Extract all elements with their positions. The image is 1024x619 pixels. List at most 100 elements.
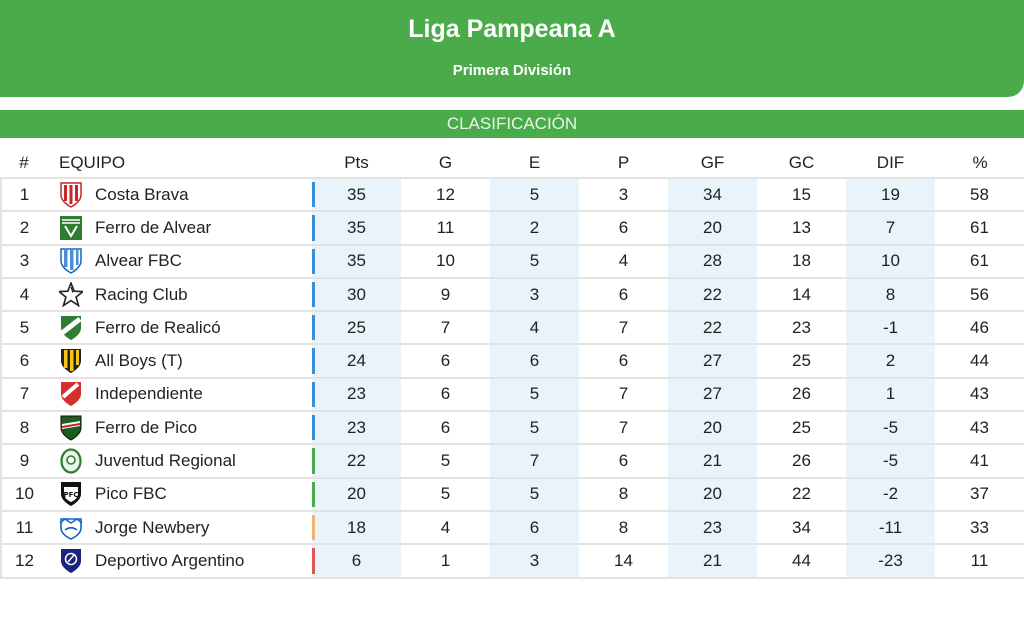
pct-cell: 61 [935, 210, 1024, 245]
pct-cell: 43 [935, 376, 1024, 412]
table-row[interactable]: 11 Jorge Newbery 18 4 6 8 23 34 -11 33 [0, 509, 1024, 545]
gc-cell: 15 [757, 176, 846, 212]
dif-cell: -23 [846, 543, 935, 579]
p-cell: 14 [579, 543, 668, 579]
gc-cell: 22 [757, 476, 846, 511]
col-header-g[interactable]: G [438, 152, 453, 172]
gc-cell: 26 [757, 376, 846, 412]
table-row[interactable]: 9 Juventud Regional 22 5 7 6 21 26 -5 41 [0, 443, 1024, 478]
g-cell: 5 [401, 476, 490, 511]
table-row[interactable]: 2 Ferro de Alvear 35 11 2 6 20 13 7 61 [0, 210, 1024, 245]
pts-value: 23 [347, 384, 366, 404]
table-row[interactable]: 7 Independiente 23 6 5 7 27 26 1 43 [0, 376, 1024, 412]
table-row[interactable]: 4 Racing Club 30 9 3 6 22 14 8 56 [0, 276, 1024, 312]
g-cell: 12 [401, 176, 490, 212]
pts-value: 35 [347, 184, 366, 204]
gc-cell: 25 [757, 410, 846, 445]
team-name[interactable]: Ferro de Realicó [95, 317, 221, 337]
table-row[interactable]: 8 Ferro de Pico 23 6 5 7 20 25 -5 43 [0, 410, 1024, 445]
col-header-pts[interactable]: Pts [344, 152, 369, 172]
table-row[interactable]: 3 Alvear FBC 35 10 5 4 28 18 10 61 [0, 243, 1024, 278]
team-name[interactable]: Costa Brava [95, 184, 189, 204]
team-cell[interactable]: Alvear FBC [47, 243, 312, 278]
table-row[interactable]: 1 Costa Brava 35 12 5 3 34 15 19 58 [0, 176, 1024, 212]
col-header-e[interactable]: E [528, 152, 541, 172]
deportivo-argentino-crest-icon [59, 548, 83, 574]
table-row[interactable]: 10 PFC Pico FBC 20 5 5 8 20 22 -2 37 [0, 476, 1024, 511]
team-name[interactable]: Jorge Newbery [95, 517, 210, 537]
team-cell[interactable]: Juventud Regional [47, 443, 312, 478]
col-header-gf[interactable]: GF [700, 152, 725, 172]
team-name[interactable]: Ferro de Pico [95, 417, 198, 437]
zone-indicator [312, 381, 315, 408]
team-cell[interactable]: Costa Brava [47, 176, 312, 212]
team-name[interactable]: Alvear FBC [95, 251, 182, 271]
e-cell: 7 [490, 443, 579, 478]
pts-cell: 35 [312, 210, 401, 245]
team-cell[interactable]: Jorge Newbery [47, 509, 312, 545]
g-cell: 6 [401, 410, 490, 445]
team-cell[interactable]: Ferro de Pico [47, 410, 312, 445]
team-name[interactable]: All Boys (T) [95, 351, 183, 371]
team-name[interactable]: Ferro de Alvear [95, 217, 212, 237]
pts-cell: 23 [312, 410, 401, 445]
p-cell: 8 [579, 476, 668, 511]
pts-value: 30 [347, 284, 366, 304]
table-row[interactable]: 12 Deportivo Argentino 6 1 3 14 21 44 -23 11 [0, 543, 1024, 579]
pct-cell: 11 [935, 543, 1024, 579]
table-row[interactable]: 6 All Boys (T) 24 6 6 6 27 25 2 44 [0, 343, 1024, 378]
col-header-pos[interactable]: # [19, 152, 29, 172]
col-header-team[interactable]: EQUIPO [59, 152, 126, 172]
pts-cell: 35 [312, 176, 401, 212]
team-cell[interactable]: Ferro de Alvear [47, 210, 312, 245]
g-cell: 6 [401, 376, 490, 412]
col-header-gc[interactable]: GC [788, 152, 815, 172]
team-name[interactable]: Racing Club [95, 284, 188, 304]
team-name[interactable]: Pico FBC [95, 484, 167, 504]
pts-cell: 25 [312, 310, 401, 345]
pct-cell: 61 [935, 243, 1024, 278]
pts-cell: 18 [312, 509, 401, 545]
gc-cell: 14 [757, 276, 846, 312]
team-cell[interactable]: Deportivo Argentino [47, 543, 312, 579]
all-boys-crest-icon [59, 348, 83, 374]
e-cell: 3 [490, 276, 579, 312]
p-cell: 6 [579, 276, 668, 312]
team-cell[interactable]: PFC Pico FBC [47, 476, 312, 511]
col-header-dif[interactable]: DIF [876, 152, 905, 172]
team-cell[interactable]: Ferro de Realicó [47, 310, 312, 345]
pts-cell: 20 [312, 476, 401, 511]
team-name[interactable]: Deportivo Argentino [95, 550, 245, 570]
pct-cell: 44 [935, 343, 1024, 378]
g-cell: 10 [401, 243, 490, 278]
ferro-de-alvear-crest-icon [59, 215, 83, 241]
pts-cell: 24 [312, 343, 401, 378]
team-cell[interactable]: Racing Club [47, 276, 312, 312]
pico-fbc-crest-icon: PFC [59, 481, 83, 507]
pts-value: 22 [347, 451, 366, 471]
pts-value: 35 [347, 217, 366, 237]
e-cell: 5 [490, 176, 579, 212]
section-label: CLASIFICACIÓN [446, 114, 578, 133]
e-cell: 3 [490, 543, 579, 579]
table-row[interactable]: 5 Ferro de Realicó 25 7 4 7 22 23 -1 46 [0, 310, 1024, 345]
g-cell: 5 [401, 443, 490, 478]
team-cell[interactable]: All Boys (T) [47, 343, 312, 378]
jorge-newbery-crest-icon [59, 515, 83, 541]
position-cell: 1 [0, 176, 47, 212]
e-cell: 2 [490, 210, 579, 245]
team-name[interactable]: Independiente [95, 384, 203, 404]
gf-cell: 23 [668, 509, 757, 545]
pts-cell: 35 [312, 243, 401, 278]
team-cell[interactable]: Independiente [47, 376, 312, 412]
dif-cell: -2 [846, 476, 935, 511]
position-cell: 2 [0, 210, 47, 245]
pts-cell: 6 [312, 543, 401, 579]
dif-cell: -5 [846, 443, 935, 478]
dif-cell: 1 [846, 376, 935, 412]
position-cell: 10 [0, 476, 47, 511]
pts-cell: 22 [312, 443, 401, 478]
col-header-p[interactable]: P [617, 152, 630, 172]
col-header-pct[interactable]: % [972, 152, 988, 172]
team-name[interactable]: Juventud Regional [95, 451, 236, 471]
